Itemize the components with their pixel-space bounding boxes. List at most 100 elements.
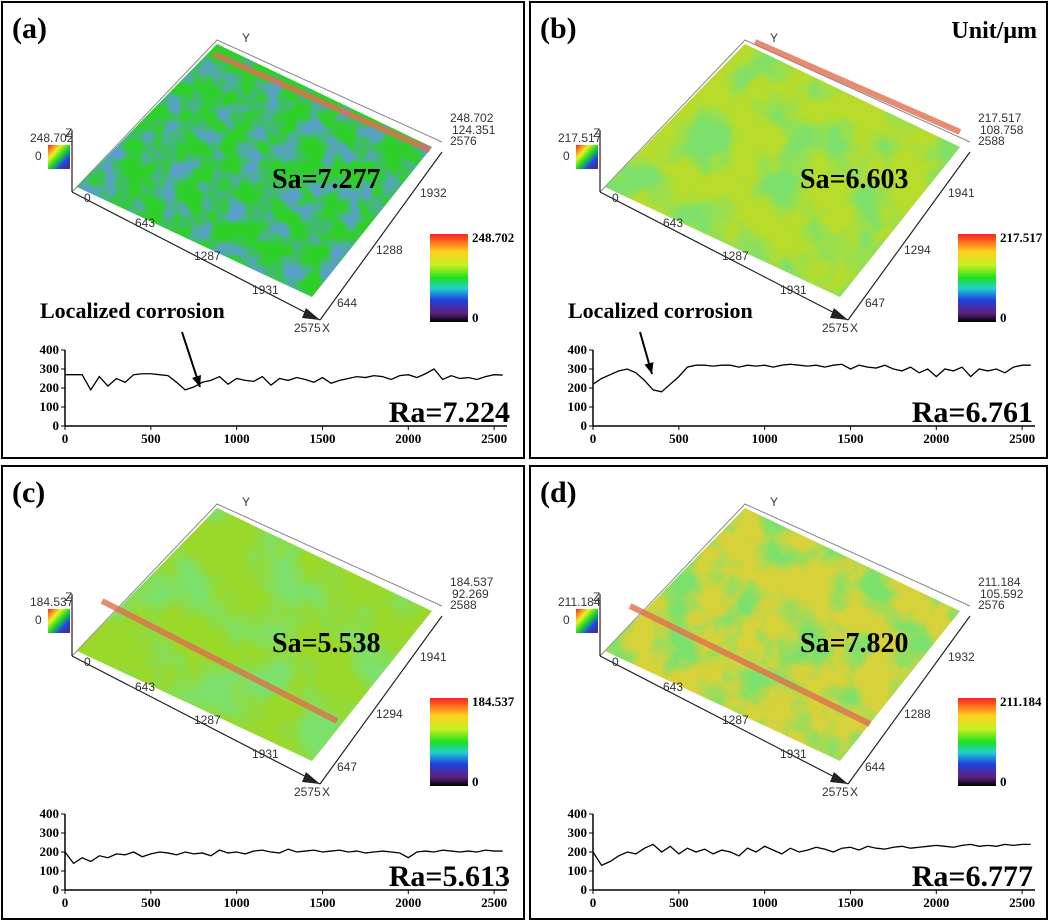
right-label: 105.592 <box>980 587 1024 601</box>
x-tick-3d: 0 <box>612 191 619 205</box>
x-tick-3d: 643 <box>663 680 683 694</box>
y-axis-3d <box>319 151 443 321</box>
z-max: 184.537 <box>30 595 74 609</box>
ra-label: Ra=7.224 <box>389 396 510 429</box>
y-tick-3d: 647 <box>865 296 885 310</box>
y-tick-label: 300 <box>40 361 60 376</box>
y-tick-3d: 1941 <box>420 650 447 664</box>
x-tick-3d: 0 <box>84 655 91 669</box>
panel-border <box>1 465 525 920</box>
z-legend <box>576 145 598 169</box>
annotation: Localized corrosion <box>40 298 225 323</box>
right-label: 108.758 <box>980 123 1024 137</box>
z-axis-label: Z <box>65 126 72 140</box>
x-tick-3d: 0 <box>84 191 91 205</box>
z-max: 217.517 <box>558 131 602 145</box>
y-tick-label: 400 <box>40 806 60 821</box>
colorbar-max: 184.537 <box>472 694 515 709</box>
y-tick-3d: 647 <box>337 760 357 774</box>
y-axis-3d <box>319 615 443 785</box>
colorbar <box>958 698 996 786</box>
x-tick-label: 2500 <box>481 431 507 446</box>
surface-texture <box>77 44 432 297</box>
sa-label: Sa=7.277 <box>272 164 381 195</box>
z-max: 248.702 <box>30 131 74 145</box>
x-axis-label: X <box>850 785 858 799</box>
y-tick-label: 200 <box>568 380 588 395</box>
right-label: 2576 <box>450 134 477 148</box>
right-label: 2588 <box>450 598 477 612</box>
panel-label: (d) <box>540 476 577 509</box>
x-tick-label: 500 <box>669 431 689 446</box>
x-tick-label: 1500 <box>309 431 335 446</box>
x-tick-3d: 1287 <box>194 713 221 727</box>
right-label: 217.517 <box>978 111 1022 125</box>
right-label: 184.537 <box>450 575 494 589</box>
profile-line <box>64 848 503 865</box>
right-label: 2588 <box>978 134 1005 148</box>
surface-texture <box>605 44 960 297</box>
colorbar-min: 0 <box>1000 774 1007 789</box>
z-min: 0 <box>563 149 570 163</box>
surface-texture <box>605 508 960 761</box>
x-tick-label: 0 <box>62 895 69 910</box>
x-axis-3d <box>599 655 849 785</box>
x-arrow <box>302 308 320 320</box>
panel-label: (a) <box>12 12 47 45</box>
colorbar <box>430 234 468 322</box>
x-tick-3d: 643 <box>135 216 155 230</box>
x-tick-label: 0 <box>590 895 597 910</box>
y-tick-3d: 1932 <box>948 650 975 664</box>
panel: (b)217.517Z0YX217.517108.758258819411294… <box>529 1 1048 459</box>
x-tick-label: 0 <box>590 431 597 446</box>
sa-label: Sa=6.603 <box>800 164 909 195</box>
x-tick-label: 1000 <box>752 895 778 910</box>
right-label: 2576 <box>978 598 1005 612</box>
y-tick-label: 0 <box>53 882 60 897</box>
y-axis-3d <box>847 151 971 321</box>
y-tick-3d: 1288 <box>904 707 931 721</box>
x-tick-label: 1500 <box>837 431 863 446</box>
x-tick-3d: 1931 <box>780 283 807 297</box>
x-tick-label: 2000 <box>923 431 949 446</box>
x-tick-label: 1000 <box>752 431 778 446</box>
profile-stripe <box>628 603 872 727</box>
x-tick-3d: 1931 <box>252 747 279 761</box>
panel: (d)211.184Z0YX211.184105.592257619321288… <box>529 465 1048 920</box>
z-min: 0 <box>35 613 42 627</box>
y-tick-3d: 644 <box>865 760 885 774</box>
right-label: 124.351 <box>452 123 496 137</box>
x-tick-label: 2500 <box>481 895 507 910</box>
y-tick-3d: 644 <box>337 296 357 310</box>
ra-label: Ra=5.613 <box>389 860 510 893</box>
y-tick-3d: 1288 <box>376 243 403 257</box>
x-tick-label: 500 <box>669 895 689 910</box>
frame-line <box>71 503 443 657</box>
frame-line <box>599 39 971 193</box>
panel-border <box>529 465 1048 920</box>
x-tick-label: 2500 <box>1009 431 1035 446</box>
y-tick-label: 100 <box>568 863 588 878</box>
x-tick-3d: 2575 <box>294 321 321 335</box>
profile-line <box>592 843 1031 867</box>
ra-label: Ra=6.761 <box>912 396 1033 429</box>
x-arrow <box>830 308 848 320</box>
ra-label: Ra=6.777 <box>912 860 1033 893</box>
y-tick-label: 400 <box>568 806 588 821</box>
x-axis-3d <box>71 655 321 785</box>
x-tick-label: 1000 <box>224 431 250 446</box>
x-tick-3d: 2575 <box>822 785 849 799</box>
x-axis-label: X <box>322 785 330 799</box>
x-tick-3d: 643 <box>663 216 683 230</box>
x-tick-3d: 1287 <box>722 713 749 727</box>
sa-label: Sa=7.820 <box>800 628 909 659</box>
z-min: 0 <box>35 149 42 163</box>
z-axis-label: Z <box>593 590 600 604</box>
profile-line <box>65 368 503 392</box>
x-tick-3d: 643 <box>135 680 155 694</box>
panel: (c)184.537Z0YX184.53792.2692588194112946… <box>1 465 525 920</box>
x-tick-label: 0 <box>62 431 69 446</box>
right-label: 248.702 <box>450 111 494 125</box>
colorbar-max: 248.702 <box>472 230 514 245</box>
